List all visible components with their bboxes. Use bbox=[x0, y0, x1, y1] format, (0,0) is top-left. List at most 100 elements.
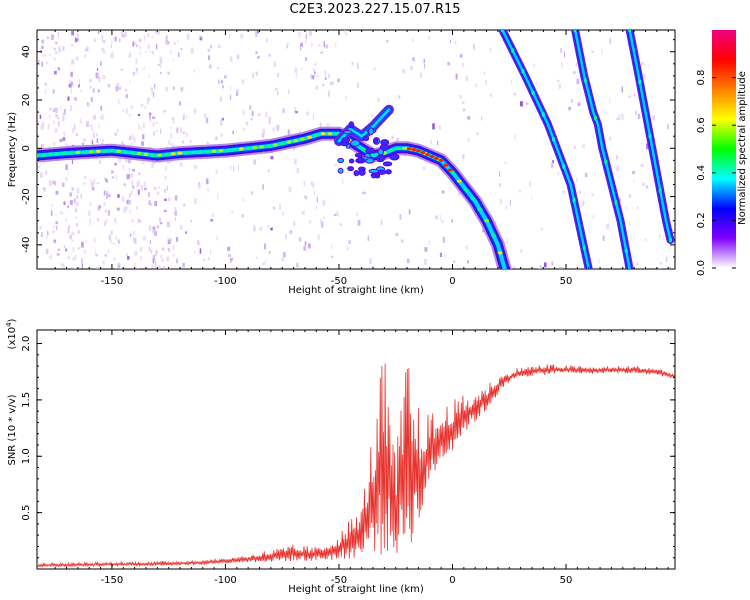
noise-speck bbox=[70, 71, 73, 77]
noise-speck bbox=[41, 122, 45, 128]
noise-speck bbox=[324, 70, 327, 77]
noise-speck bbox=[575, 177, 578, 182]
noise-speck bbox=[83, 249, 86, 254]
noise-speck bbox=[166, 185, 169, 191]
noise-speck bbox=[616, 155, 618, 160]
noise-speck bbox=[265, 111, 268, 118]
noise-speck bbox=[351, 61, 354, 66]
noise-speck bbox=[618, 114, 621, 120]
noise-speck bbox=[132, 42, 134, 47]
noise-speck bbox=[458, 189, 461, 196]
noise-speck bbox=[255, 51, 258, 54]
noise-speck bbox=[182, 114, 185, 121]
noise-speck bbox=[265, 259, 267, 263]
noise-speck bbox=[442, 236, 445, 243]
trace-peak bbox=[425, 153, 430, 157]
noise-speck bbox=[100, 116, 103, 119]
noise-speck bbox=[310, 73, 312, 78]
noise-speck bbox=[160, 128, 162, 134]
branch-blob bbox=[368, 168, 380, 174]
slant-line-cyan bbox=[573, 30, 631, 269]
noise-speck bbox=[255, 71, 258, 76]
noise-speck bbox=[129, 193, 131, 198]
trace-blob bbox=[334, 132, 340, 136]
noise-speck bbox=[174, 195, 178, 201]
noise-speck bbox=[105, 209, 107, 213]
noise-speck bbox=[331, 255, 334, 259]
noise-speck bbox=[53, 225, 55, 229]
noise-speck bbox=[193, 165, 197, 170]
noise-speck bbox=[74, 97, 77, 101]
noise-speck bbox=[273, 61, 277, 67]
noise-speck bbox=[182, 262, 185, 268]
noise-speck bbox=[438, 125, 441, 130]
noise-speck bbox=[228, 33, 231, 39]
noise-speck bbox=[47, 36, 49, 39]
trace-blob bbox=[123, 150, 128, 154]
noise-speck bbox=[48, 180, 52, 186]
noise-speck bbox=[288, 186, 292, 193]
noise-speck bbox=[55, 41, 58, 45]
noise-speck bbox=[157, 225, 160, 229]
noise-speck bbox=[130, 233, 132, 237]
noise-speck bbox=[57, 121, 60, 127]
noise-speck bbox=[270, 156, 274, 160]
noise-speck bbox=[60, 105, 62, 111]
noise-speck bbox=[37, 120, 39, 123]
trace-blob bbox=[136, 152, 142, 156]
noise-speck bbox=[207, 187, 209, 192]
noise-speck bbox=[293, 220, 296, 227]
noise-speck bbox=[455, 73, 458, 80]
noise-speck bbox=[127, 174, 131, 179]
noise-speck bbox=[149, 118, 152, 122]
noise-speck bbox=[98, 76, 101, 82]
noise-speck bbox=[161, 247, 165, 251]
noise-speck bbox=[208, 64, 212, 69]
snr-axis-multiplier-base: (x10 bbox=[7, 327, 18, 350]
noise-speck bbox=[157, 186, 160, 189]
noise-speck bbox=[430, 139, 432, 144]
noise-speck bbox=[459, 95, 462, 99]
noise-speck bbox=[165, 166, 167, 171]
noise-speck bbox=[70, 81, 73, 87]
noise-speck bbox=[105, 179, 108, 183]
noise-speck bbox=[136, 44, 138, 47]
noise-speck bbox=[482, 229, 485, 233]
noise-speck bbox=[322, 84, 324, 87]
branch-blob bbox=[377, 148, 384, 156]
noise-speck bbox=[93, 178, 96, 185]
noise-speck bbox=[294, 67, 298, 73]
slant-blob bbox=[583, 78, 587, 83]
noise-speck bbox=[629, 221, 631, 227]
noise-speck bbox=[268, 116, 272, 120]
noise-speck bbox=[111, 39, 113, 43]
noise-speck bbox=[252, 72, 254, 78]
noise-speck bbox=[296, 167, 300, 174]
noise-speck bbox=[224, 75, 227, 79]
noise-speck bbox=[69, 80, 71, 84]
noise-speck bbox=[152, 229, 156, 233]
noise-speck bbox=[330, 81, 334, 85]
noise-speck bbox=[320, 219, 322, 225]
noise-speck bbox=[117, 128, 119, 133]
noise-speck bbox=[320, 51, 323, 54]
noise-speck bbox=[282, 108, 285, 114]
noise-speck bbox=[498, 183, 502, 188]
noise-speck bbox=[568, 106, 571, 111]
noise-speck bbox=[277, 91, 279, 96]
noise-speck bbox=[665, 256, 668, 262]
branch-blob bbox=[365, 147, 375, 154]
noise-speck bbox=[551, 162, 554, 169]
y-tick-label: 2.0 bbox=[21, 336, 32, 352]
noise-speck bbox=[147, 97, 151, 101]
noise-speck bbox=[134, 237, 137, 244]
noise-speck bbox=[307, 111, 310, 116]
noise-speck bbox=[113, 257, 116, 261]
noise-speck bbox=[451, 219, 453, 223]
noise-speck bbox=[315, 206, 317, 210]
noise-speck bbox=[97, 68, 99, 71]
noise-speck bbox=[441, 220, 444, 223]
y-tick-label: 40 bbox=[21, 45, 32, 58]
trace-blob bbox=[266, 144, 272, 148]
x-tick-label: -50 bbox=[331, 276, 347, 287]
